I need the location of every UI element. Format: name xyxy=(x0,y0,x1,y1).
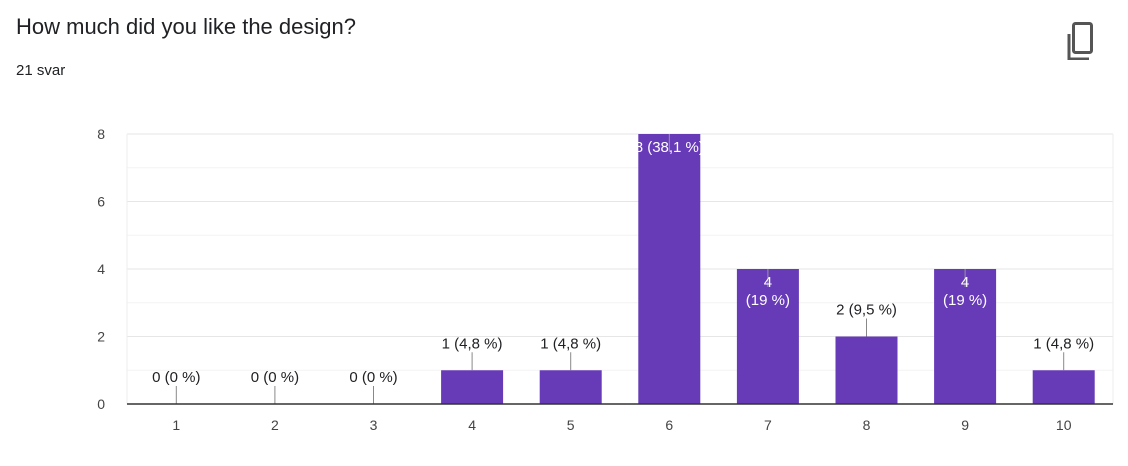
x-tick-label: 1 xyxy=(172,417,180,433)
copy-icon xyxy=(1067,22,1093,61)
y-tick-label: 8 xyxy=(97,126,105,142)
data-label: 1 (4,8 %) xyxy=(1033,335,1094,352)
x-tick-label: 4 xyxy=(468,417,476,433)
x-tick-label: 2 xyxy=(271,417,279,433)
data-label: 2 (9,5 %) xyxy=(836,302,897,319)
x-tick-label: 5 xyxy=(567,417,575,433)
data-label: 4 xyxy=(764,274,772,291)
data-label: 0 (0 %) xyxy=(152,369,200,386)
bar xyxy=(934,269,997,404)
y-tick-label: 0 xyxy=(97,396,105,412)
x-tick-label: 7 xyxy=(764,417,772,433)
x-tick-label: 3 xyxy=(370,417,378,433)
bar xyxy=(835,336,898,404)
data-label: 1 (4,8 %) xyxy=(540,335,601,352)
data-label: (19 %) xyxy=(943,292,987,309)
data-label: 8 (38,1 %) xyxy=(635,139,704,156)
bar xyxy=(539,370,602,404)
bar xyxy=(1032,370,1095,404)
x-tick-label: 6 xyxy=(665,417,673,433)
bar xyxy=(441,370,504,404)
x-tick-label: 8 xyxy=(863,417,871,433)
data-label: 0 (0 %) xyxy=(251,369,299,386)
x-tick-label: 9 xyxy=(961,417,969,433)
y-tick-label: 4 xyxy=(97,261,105,277)
x-tick-label: 10 xyxy=(1056,417,1072,433)
data-label: (19 %) xyxy=(746,292,790,309)
question-title: How much did you like the design? xyxy=(16,14,356,39)
data-label: 0 (0 %) xyxy=(349,369,397,386)
y-tick-label: 2 xyxy=(97,329,105,345)
data-label: 1 (4,8 %) xyxy=(442,335,503,352)
y-tick-label: 6 xyxy=(97,194,105,210)
data-label: 4 xyxy=(961,274,969,291)
bar xyxy=(736,269,799,404)
copy-chart-button[interactable] xyxy=(1054,12,1102,61)
response-count: 21 svar xyxy=(16,62,66,79)
bar xyxy=(638,134,701,404)
